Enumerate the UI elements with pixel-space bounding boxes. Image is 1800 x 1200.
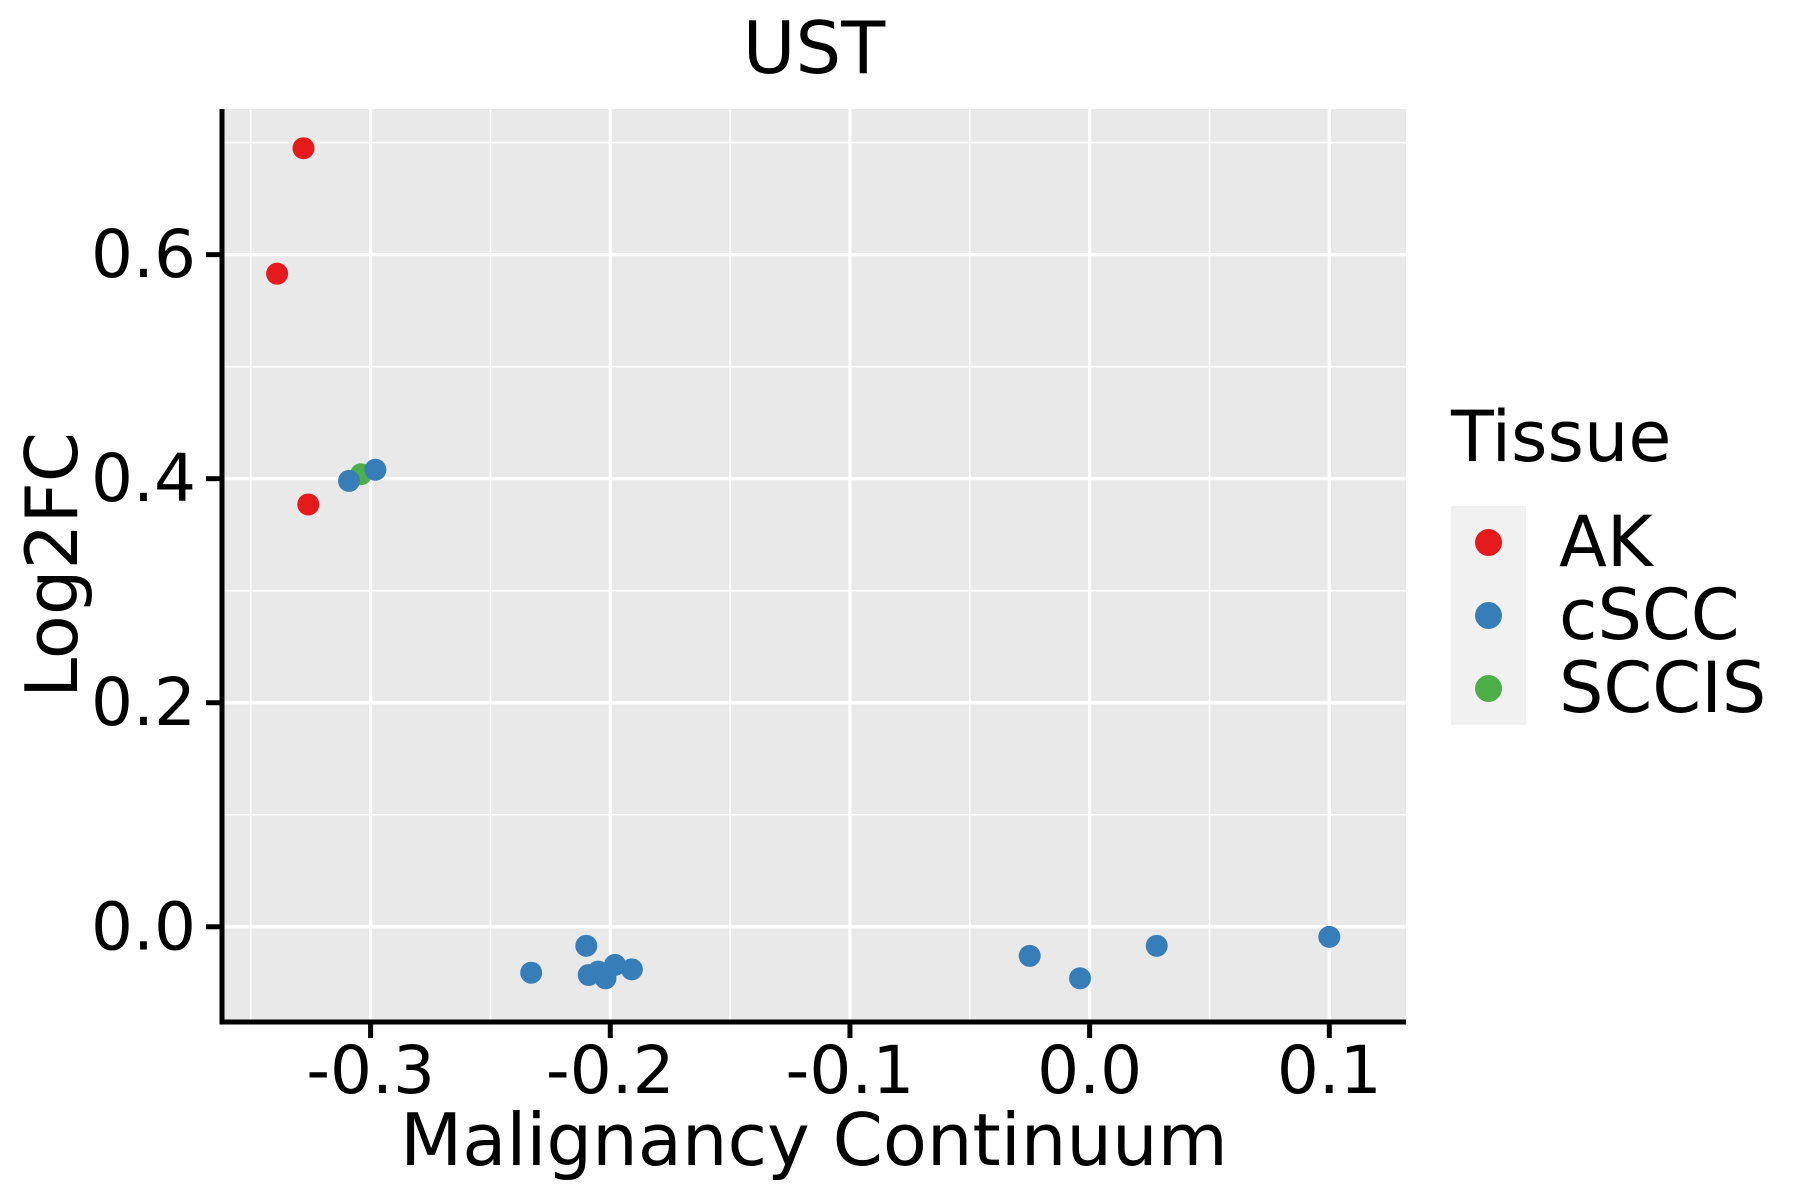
data-point-cscc (575, 934, 598, 957)
y-tick-label: 0.0 (91, 888, 196, 965)
data-point-cscc (620, 958, 643, 981)
y-tick-label: 0.2 (91, 664, 196, 741)
legend-row-sccis: SCCIS (1451, 652, 1766, 725)
data-point-cscc (338, 469, 361, 492)
data-point-ak (292, 137, 315, 160)
legend-label-ak: AK (1559, 501, 1653, 583)
data-point-cscc (520, 961, 543, 984)
y-tick-label: 0.6 (91, 216, 196, 293)
y-tick-label: 0.4 (91, 440, 196, 517)
panel-background (222, 109, 1406, 1022)
data-point-cscc (364, 458, 387, 481)
legend-key (1451, 652, 1526, 725)
y-axis-label: Log2FC (10, 431, 94, 699)
x-tick-label: 0.0 (1037, 1032, 1142, 1109)
x-tick-label: -0.2 (546, 1032, 675, 1109)
sccis-marker-icon (1475, 675, 1502, 702)
legend-key (1451, 579, 1526, 652)
data-point-cscc (1318, 925, 1341, 948)
cscc-marker-icon (1475, 602, 1502, 629)
data-point-cscc (1069, 967, 1092, 990)
ak-marker-icon (1475, 529, 1502, 556)
legend-row-cscc: cSCC (1451, 579, 1766, 652)
data-point-ak (297, 493, 320, 516)
legend: Tissue AK cSCC SCCIS (1449, 396, 1766, 725)
data-point-ak (266, 262, 289, 285)
data-point-cscc (1018, 944, 1041, 967)
data-point-cscc (604, 953, 627, 976)
legend-label-sccis: SCCIS (1559, 647, 1767, 729)
legend-title: Tissue (1451, 396, 1672, 478)
legend-rows: AK cSCC SCCIS (1451, 506, 1766, 725)
legend-label-cscc: cSCC (1559, 574, 1740, 656)
legend-key (1451, 506, 1526, 579)
x-tick-label: -0.3 (306, 1032, 435, 1109)
legend-row-ak: AK (1451, 506, 1766, 579)
x-tick-label: 0.1 (1277, 1032, 1382, 1109)
chart-title: UST (742, 6, 886, 90)
data-point-cscc (1145, 934, 1168, 957)
x-axis-label: Malignancy Continuum (400, 1098, 1228, 1182)
x-tick-label: -0.1 (786, 1032, 915, 1109)
